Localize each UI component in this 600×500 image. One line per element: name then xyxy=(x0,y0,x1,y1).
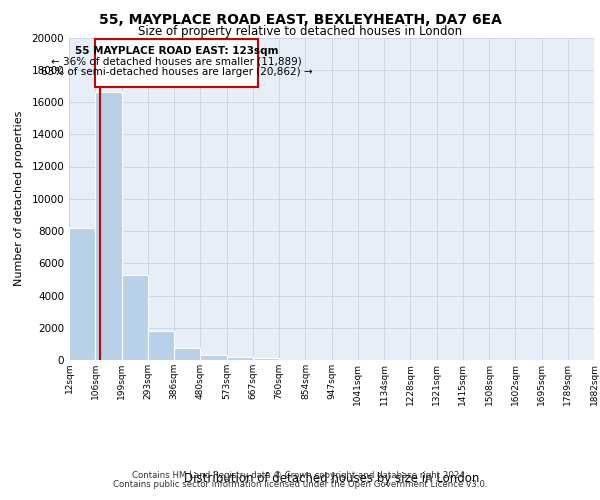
Text: ← 36% of detached houses are smaller (11,889): ← 36% of detached houses are smaller (11… xyxy=(51,56,302,66)
Text: 55 MAYPLACE ROAD EAST: 123sqm: 55 MAYPLACE ROAD EAST: 123sqm xyxy=(75,46,278,56)
Bar xyxy=(253,358,279,360)
Text: Size of property relative to detached houses in London: Size of property relative to detached ho… xyxy=(138,25,462,38)
FancyBboxPatch shape xyxy=(95,39,258,88)
Bar xyxy=(227,357,253,360)
Bar xyxy=(95,92,122,360)
Text: 55, MAYPLACE ROAD EAST, BEXLEYHEATH, DA7 6EA: 55, MAYPLACE ROAD EAST, BEXLEYHEATH, DA7… xyxy=(98,12,502,26)
Text: Contains public sector information licensed under the Open Government Licence v3: Contains public sector information licen… xyxy=(113,480,487,489)
Bar xyxy=(174,348,200,360)
Bar xyxy=(69,228,95,360)
Y-axis label: Number of detached properties: Number of detached properties xyxy=(14,111,25,286)
Text: 63% of semi-detached houses are larger (20,862) →: 63% of semi-detached houses are larger (… xyxy=(41,68,313,78)
Bar xyxy=(148,331,174,360)
Bar xyxy=(200,355,227,360)
Bar xyxy=(121,274,148,360)
Text: Contains HM Land Registry data © Crown copyright and database right 2024.: Contains HM Land Registry data © Crown c… xyxy=(132,471,468,480)
X-axis label: Distribution of detached houses by size in London: Distribution of detached houses by size … xyxy=(184,472,479,484)
